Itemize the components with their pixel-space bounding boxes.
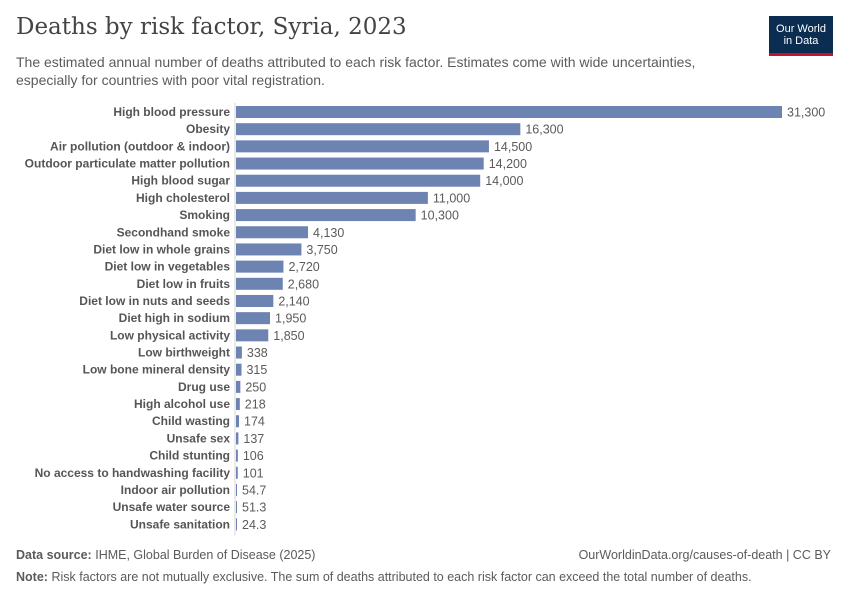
category-label: High blood sugar [131,174,230,188]
bar[interactable] [236,260,284,273]
value-label: 16,300 [525,123,563,137]
bar[interactable] [236,346,242,359]
bar[interactable] [236,123,521,136]
category-label: Unsafe water source [113,500,231,514]
value-label: 24.3 [242,518,266,532]
value-label: 51.3 [242,501,266,515]
value-label: 174 [244,415,265,429]
category-label: Unsafe sanitation [130,517,230,531]
bar[interactable] [236,209,416,222]
data-source-link[interactable]: IHME, Global Burden of Disease (2025) [95,548,316,562]
chart-title: Deaths by risk factor, Syria, 2023 [16,14,407,40]
value-label: 11,000 [433,191,470,205]
bar[interactable] [236,106,782,118]
category-label: No access to handwashing facility [35,466,231,480]
category-label: Low birthweight [138,346,230,360]
logo-line-1: Our World [776,22,826,35]
value-label: 4,130 [313,226,344,240]
value-label: 218 [245,398,266,412]
note-label: Note: [16,570,48,584]
value-label: 1,850 [273,329,304,343]
category-label: Secondhand smoke [117,225,231,239]
category-label: Obesity [186,122,230,136]
bar[interactable] [236,466,238,479]
bar[interactable] [236,277,283,290]
bar[interactable] [236,518,237,531]
value-label: 14,000 [485,174,523,188]
category-label: High cholesterol [136,191,230,205]
bar[interactable] [236,432,239,445]
category-label: Diet low in fruits [137,277,231,291]
value-label: 10,300 [421,209,459,223]
value-label: 14,500 [494,140,532,154]
bar[interactable] [236,157,484,170]
category-label: Unsafe sex [167,431,231,445]
bar[interactable] [236,140,489,153]
data-source-label: Data source: [16,548,92,562]
bar[interactable] [236,191,428,204]
value-label: 315 [246,363,267,377]
chart-subtitle: The estimated annual number of deaths at… [16,54,696,88]
bar[interactable] [236,226,309,239]
value-label: 250 [245,380,266,394]
category-label: Outdoor particulate matter pollution [25,157,230,171]
bar-chart: High blood pressure 31,300 Obesity 16,300 Ai… [25,103,825,536]
bar[interactable] [236,501,237,514]
value-label: 106 [243,449,264,463]
source-url[interactable]: OurWorldinData.org/causes-of-death | CC … [578,548,831,562]
bar[interactable] [236,415,240,428]
bar[interactable] [236,449,238,462]
category-label: Diet low in nuts and seeds [79,294,230,308]
category-label: Child wasting [152,414,230,428]
bar[interactable] [236,294,274,307]
footnote: Note: Risk factors are not mutually excl… [16,570,752,584]
bar[interactable] [236,243,302,256]
category-label: Air pollution (outdoor & indoor) [50,139,230,153]
bar[interactable] [236,329,269,342]
owid-logo[interactable]: Our World in Data [769,16,833,56]
value-label: 101 [243,466,264,480]
value-label: 2,720 [288,260,319,274]
value-label: 2,140 [278,294,309,308]
value-label: 3,750 [306,243,337,257]
bar[interactable] [236,380,241,393]
category-label: Diet high in sodium [119,311,230,325]
category-label: Low bone mineral density [83,363,231,377]
bar[interactable] [236,174,481,187]
category-label: Low physical activity [110,328,230,342]
bar[interactable] [236,398,240,411]
category-label: Drug use [178,380,230,394]
category-label: High alcohol use [134,397,230,411]
category-label: Smoking [179,208,230,222]
bar[interactable] [236,312,271,325]
category-label: Diet low in whole grains [93,242,230,256]
category-label: Indoor air pollution [121,483,230,497]
value-label: 31,300 [787,106,825,120]
data-source: Data source: IHME, Global Burden of Dise… [16,548,315,562]
value-label: 1,950 [275,312,306,326]
value-label: 14,200 [489,157,527,171]
value-label: 54.7 [242,483,266,497]
bar[interactable] [236,483,237,496]
value-label: 137 [243,432,264,446]
bar[interactable] [236,363,242,376]
category-label: Child stunting [149,449,230,463]
logo-line-2: in Data [783,34,819,47]
value-label: 338 [247,346,268,360]
category-label: Diet low in vegetables [105,260,231,274]
category-label: High blood pressure [113,105,230,119]
value-label: 2,680 [288,277,319,291]
note-text: Risk factors are not mutually exclusive.… [51,570,752,584]
